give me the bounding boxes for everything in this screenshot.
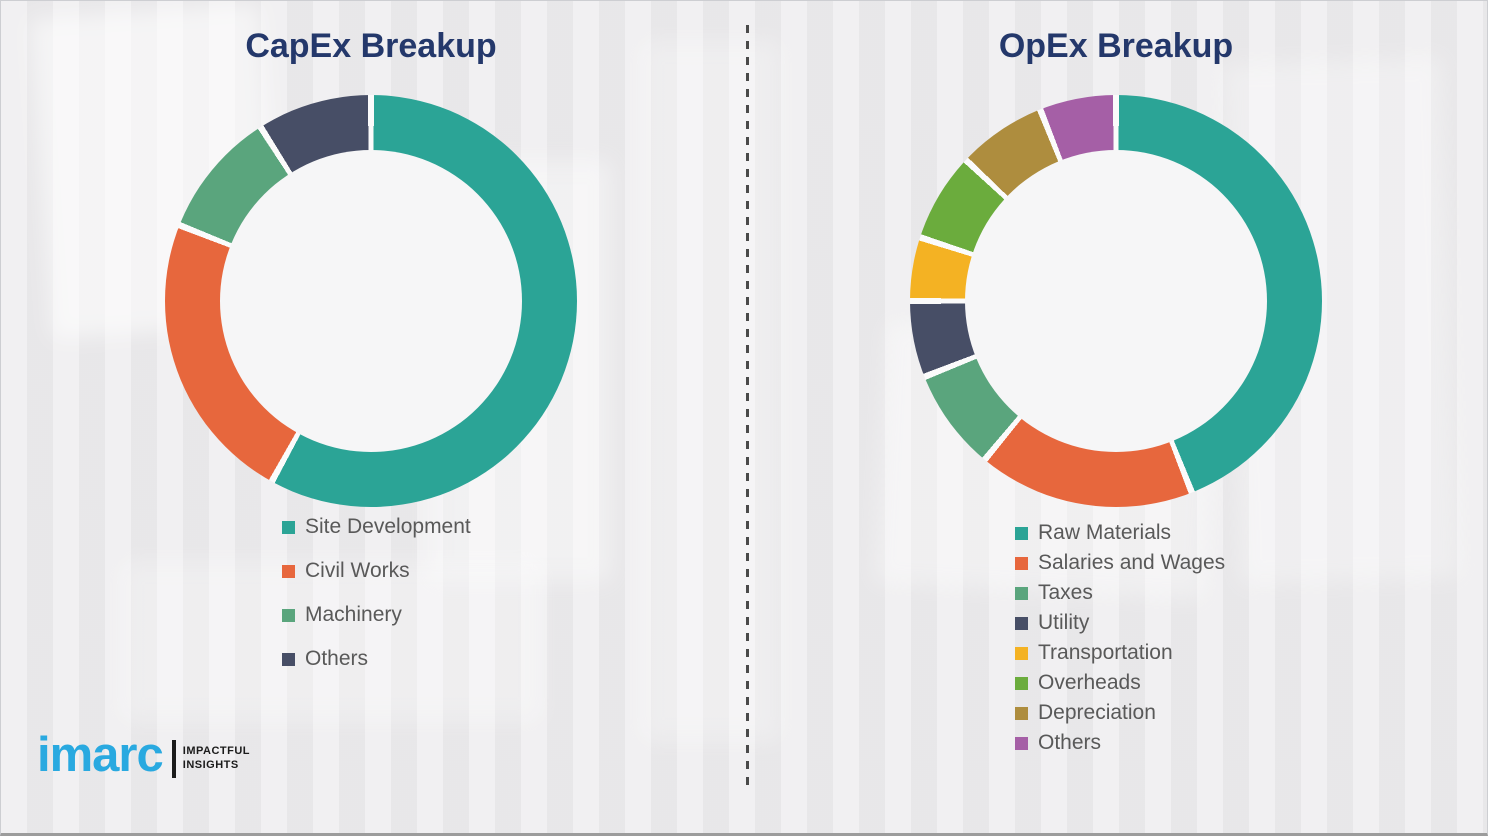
legend-label: Taxes: [1038, 581, 1093, 604]
opex-legend: Raw Materials Salaries and Wages Taxes Util…: [1015, 518, 1225, 758]
legend-item: Site Development: [282, 512, 471, 542]
legend-label: Others: [305, 647, 369, 670]
imarc-logo-tagline: IMPACTFUL INSIGHTS: [183, 745, 250, 773]
legend-item: Depreciation: [1015, 698, 1225, 728]
opex-chart-title: OpEx Breakup: [998, 27, 1234, 65]
legend-marker-swatch: [1015, 616, 1028, 630]
capex-chart-title: CapEx Breakup: [245, 27, 497, 65]
imarc-logo: imarc IMPACTFUL INSIGHTS: [37, 731, 250, 780]
legend-label: Raw Materials: [1038, 521, 1172, 544]
legend-label: Civil Works: [305, 559, 410, 582]
legend-label: Depreciation: [1038, 701, 1156, 724]
imarc-logo-divider-bar: [171, 739, 176, 778]
legend-item: Transportation: [1015, 638, 1225, 668]
capex-donut-chart: [165, 95, 577, 507]
legend-marker-swatch: [282, 520, 295, 534]
legend-marker-swatch: [1015, 676, 1028, 690]
legend-label: Site Development: [305, 515, 471, 538]
imarc-tagline-line1: IMPACTFUL: [182, 744, 250, 757]
legend-marker-swatch: [1015, 526, 1028, 540]
background-texture: [121, 561, 541, 721]
legend-marker-swatch: [282, 564, 295, 578]
legend-item: Utility: [1015, 608, 1225, 638]
imarc-tagline-line2: INSIGHTS: [182, 758, 239, 771]
legend-item: Salaries and Wages: [1015, 548, 1225, 578]
legend-item: Civil Works: [282, 556, 471, 586]
legend-marker-swatch: [1015, 556, 1028, 570]
legend-item: Raw Materials: [1015, 518, 1225, 548]
legend-item: Taxes: [1015, 578, 1225, 608]
legend-marker-swatch: [1015, 586, 1028, 600]
legend-item: Overheads: [1015, 668, 1225, 698]
legend-label: Utility: [1038, 611, 1090, 634]
legend-item: Others: [282, 644, 471, 674]
legend-marker-swatch: [282, 652, 295, 666]
imarc-logo-wordmark: imarc: [37, 728, 164, 782]
legend-item: Others: [1015, 728, 1225, 758]
legend-label: Transportation: [1038, 641, 1173, 664]
divider-dashed-line: [746, 25, 749, 791]
background-texture: [641, 41, 781, 741]
legend-label: Salaries and Wages: [1038, 551, 1226, 574]
legend-label: Overheads: [1038, 671, 1141, 694]
legend-label: Others: [1038, 731, 1102, 754]
legend-item: Machinery: [282, 600, 471, 630]
opex-donut-chart: [910, 95, 1322, 507]
legend-marker-swatch: [1015, 646, 1028, 660]
legend-marker-swatch: [282, 608, 295, 622]
legend-marker-swatch: [1015, 706, 1028, 720]
legend-marker-swatch: [1015, 736, 1028, 750]
capex-legend: Site Development Civil Works Machinery Othe…: [282, 512, 471, 674]
legend-label: Machinery: [305, 603, 402, 626]
